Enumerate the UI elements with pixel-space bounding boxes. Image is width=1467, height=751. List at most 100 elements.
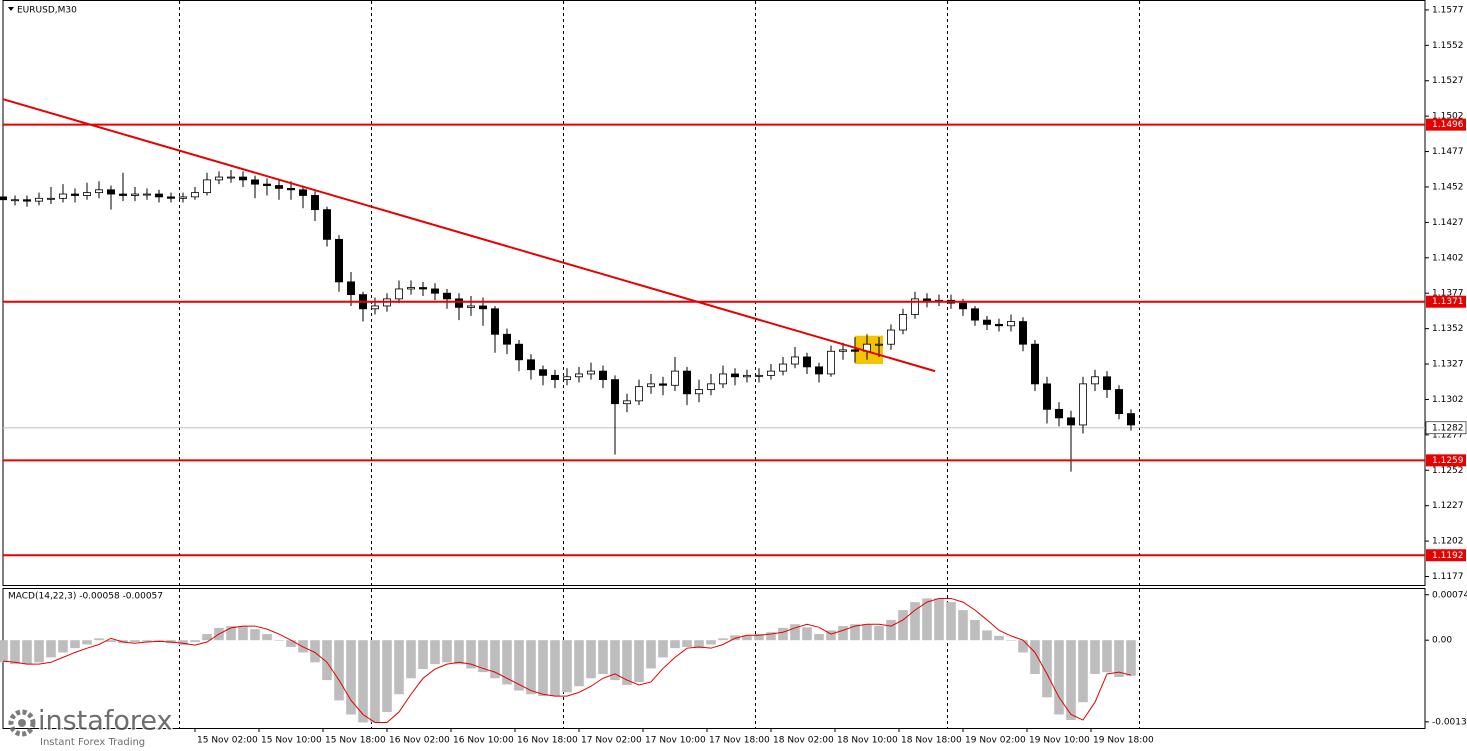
macd-bar xyxy=(1042,640,1052,698)
y-tick-label: 1.1377 xyxy=(1432,289,1464,299)
macd-bar xyxy=(334,640,344,701)
candle-body xyxy=(346,281,355,296)
macd-bar xyxy=(526,640,536,695)
macd-bar xyxy=(934,598,944,641)
macd-bar xyxy=(238,626,248,641)
candle-body xyxy=(238,176,247,181)
candle-body xyxy=(671,370,680,386)
macd-bar xyxy=(730,635,740,641)
candle-body xyxy=(406,287,415,290)
macd-bar xyxy=(598,640,608,674)
macd-bar xyxy=(82,640,92,645)
macd-bar xyxy=(994,635,1004,641)
macd-bar xyxy=(970,619,980,641)
macd-y-tick-label: -0.00133 xyxy=(1432,717,1467,727)
macd-bar xyxy=(874,626,884,641)
macd-bar xyxy=(394,640,404,695)
candle-body xyxy=(695,389,704,395)
candle-body xyxy=(370,305,379,310)
y-tick-label: 1.1202 xyxy=(1432,537,1464,547)
candle-body xyxy=(226,176,235,179)
macd-bar xyxy=(838,626,848,641)
macd-bar xyxy=(382,640,392,713)
candle-body xyxy=(719,373,728,385)
macd-bar xyxy=(898,610,908,641)
x-tick-label: 16 Nov 18:00 xyxy=(517,736,578,746)
macd-bar xyxy=(346,640,356,715)
macd-bar xyxy=(358,640,368,723)
y-tick-label: 1.1177 xyxy=(1432,572,1464,582)
macd-bar xyxy=(202,634,212,641)
candle-body xyxy=(563,376,572,381)
macd-bar xyxy=(958,610,968,641)
candle-body xyxy=(767,370,776,376)
macd-bar xyxy=(814,634,824,641)
macd-bar xyxy=(190,640,200,643)
y-tick-label: 1.1352 xyxy=(1432,324,1464,334)
macd-bar xyxy=(0,640,8,663)
level-label-box xyxy=(1426,549,1466,562)
candle-body xyxy=(875,343,884,346)
x-tick-label: 18 Nov 10:00 xyxy=(837,736,898,746)
macd-bar xyxy=(46,640,56,658)
macd-bar xyxy=(634,640,644,682)
candle-body xyxy=(803,356,812,368)
y-tick-label: 1.1402 xyxy=(1432,253,1464,263)
macd-bar xyxy=(1126,640,1136,676)
candle-body xyxy=(1019,321,1028,345)
current-price-box xyxy=(1425,421,1467,435)
macd-bar xyxy=(706,640,716,645)
macd-bar xyxy=(58,640,68,653)
macd-bar xyxy=(250,629,260,641)
macd-bar xyxy=(322,640,332,681)
candle-body xyxy=(310,195,319,211)
macd-y-tick-label: 0.00074 xyxy=(1432,590,1467,600)
macd-bar xyxy=(946,602,956,641)
candle-body xyxy=(274,185,283,189)
candle-body xyxy=(286,187,295,191)
macd-bar xyxy=(178,640,188,646)
candle-body xyxy=(1043,383,1052,410)
macd-bar xyxy=(142,640,152,642)
watermark-brand: instaforex xyxy=(38,706,172,737)
macd-bar xyxy=(406,640,416,679)
candle-body xyxy=(190,192,199,198)
candle-body xyxy=(911,298,920,315)
candle-body xyxy=(515,343,524,361)
macd-bar xyxy=(94,638,104,641)
macd-y-tick-label: 0.00 xyxy=(1432,636,1452,646)
y-tick-label: 1.1327 xyxy=(1432,360,1464,370)
y-tick-label: 1.1527 xyxy=(1432,76,1464,86)
macd-title: MACD(14,22,3) -0.00058 -0.00057 xyxy=(8,592,163,602)
candle-body xyxy=(322,209,331,240)
macd-bar xyxy=(490,640,500,679)
symbol-arrow xyxy=(8,7,14,11)
macd-bar xyxy=(922,598,932,641)
candle-body xyxy=(202,179,211,194)
macd-bar xyxy=(550,640,560,697)
macd-bar xyxy=(130,640,140,643)
macd-bar xyxy=(10,640,20,665)
candle-body xyxy=(119,193,128,196)
candle-body xyxy=(611,379,620,405)
y-tick-label: 1.1302 xyxy=(1432,395,1464,405)
macd-bar xyxy=(694,640,704,649)
chart-title: EURUSD,M30 xyxy=(17,6,77,16)
x-tick-label: 17 Nov 18:00 xyxy=(709,736,770,746)
candle-body xyxy=(815,366,824,375)
candle-body xyxy=(1067,417,1076,426)
candle-body xyxy=(983,319,992,325)
macd-bar xyxy=(454,640,464,665)
candle-body xyxy=(599,370,608,381)
candle-body xyxy=(130,193,139,196)
macd-bar xyxy=(982,630,992,641)
macd-bar xyxy=(586,640,596,679)
candle-body xyxy=(502,333,511,345)
macd-bar xyxy=(910,602,920,641)
macd-bar xyxy=(850,624,860,641)
candle-body xyxy=(755,374,764,377)
x-tick-label: 15 Nov 10:00 xyxy=(261,736,322,746)
macd-bar xyxy=(610,640,620,681)
